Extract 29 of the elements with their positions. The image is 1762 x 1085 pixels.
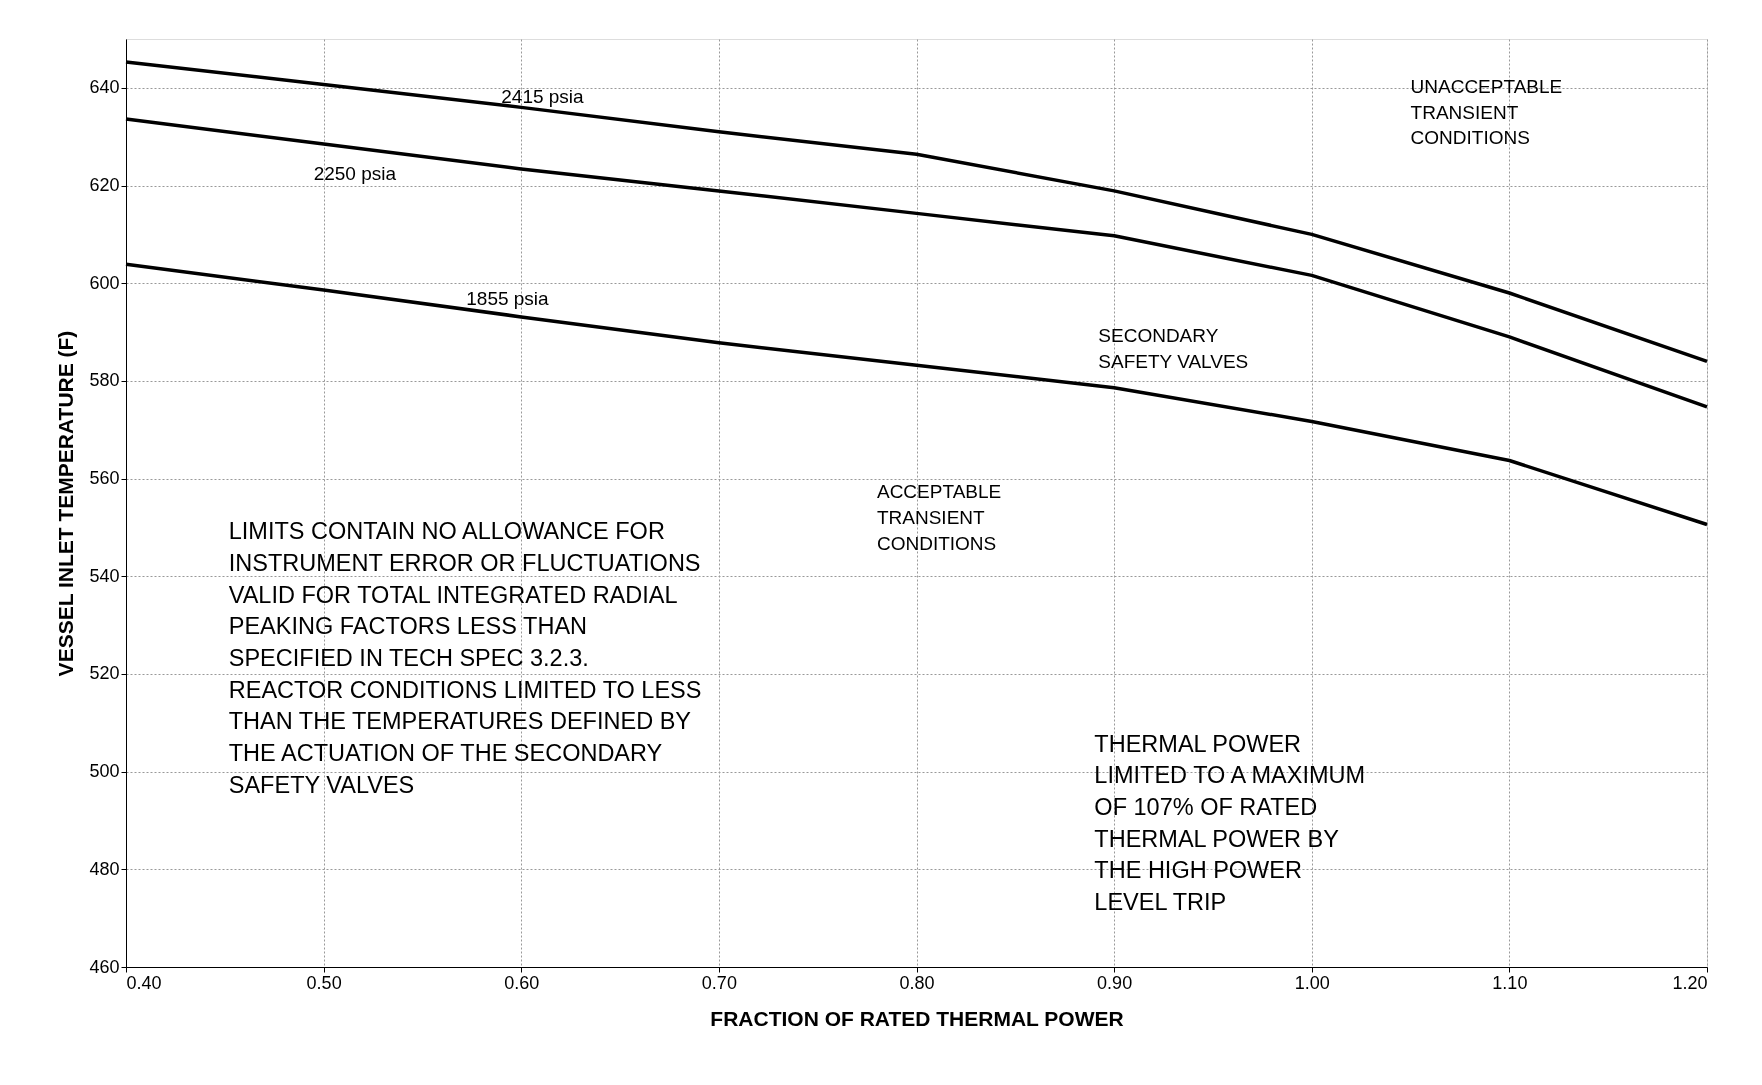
series-label: 2250 psia bbox=[313, 163, 397, 185]
annotation: SECONDARY SAFETY VALVES bbox=[1098, 325, 1249, 372]
y-tick-label: 480 bbox=[89, 858, 120, 879]
annotation: ACCEPTABLE TRANSIENT CONDITIONS bbox=[876, 481, 1002, 554]
y-tick-label: 600 bbox=[89, 272, 120, 293]
y-tick-label: 620 bbox=[89, 175, 120, 196]
y-tick-label: 500 bbox=[89, 761, 120, 782]
series-label: 2415 psia bbox=[501, 86, 585, 108]
text: LIMITS CONTAIN NO ALLOWANCE FOR INSTRUMENT ERROR OR FLUCTUATIONS VALID FOR TOTAL INTEGRATED RADIAL PEAKING FACTORS LESS THAN SPECIFIED IN TECH SPEC 3.2.3. REACTOR CONDITIONS LIMITED TO LESS THAN THE TEMPERATURES DEFINED BY THE ACTUATION OF THE SECONDARY SAFETY VALVES bbox=[228, 518, 702, 798]
y-tick-label: 520 bbox=[89, 663, 120, 684]
x-tick-label: 0.90 bbox=[1097, 972, 1133, 993]
x-tick-label: 1.10 bbox=[1492, 972, 1528, 993]
series-label: 1855 psia bbox=[466, 287, 550, 309]
x-tick-label: 0.70 bbox=[701, 972, 737, 993]
y-tick-label: 640 bbox=[89, 77, 120, 98]
y-axis-title: VESSEL INLET TEMPERATURE (F) bbox=[54, 330, 78, 677]
x-tick-label: 0.80 bbox=[899, 972, 935, 993]
annotation: UNACCEPTABLE TRANSIENT CONDITIONS bbox=[1410, 76, 1563, 149]
y-tick-label: 540 bbox=[89, 565, 120, 586]
y-tick-label: 460 bbox=[89, 956, 120, 977]
y-tick-label: 560 bbox=[89, 468, 120, 489]
x-axis-title: FRACTION OF RATED THERMAL POWER bbox=[710, 1006, 1124, 1030]
x-tick-label: 0.60 bbox=[504, 972, 540, 993]
x-tick-label: 0.50 bbox=[306, 972, 342, 993]
x-tick-label: 0.40 bbox=[126, 972, 162, 993]
y-tick-label: 580 bbox=[89, 370, 120, 391]
x-tick-label: 1.20 bbox=[1672, 972, 1708, 993]
annotation: THERMAL POWER LIMITED TO A MAXIMUM OF 107% OF RATED THERMAL POWER BY THE HIGH POWER LEVEL TRIP bbox=[1094, 730, 1366, 916]
x-tick-label: 1.00 bbox=[1294, 972, 1330, 993]
